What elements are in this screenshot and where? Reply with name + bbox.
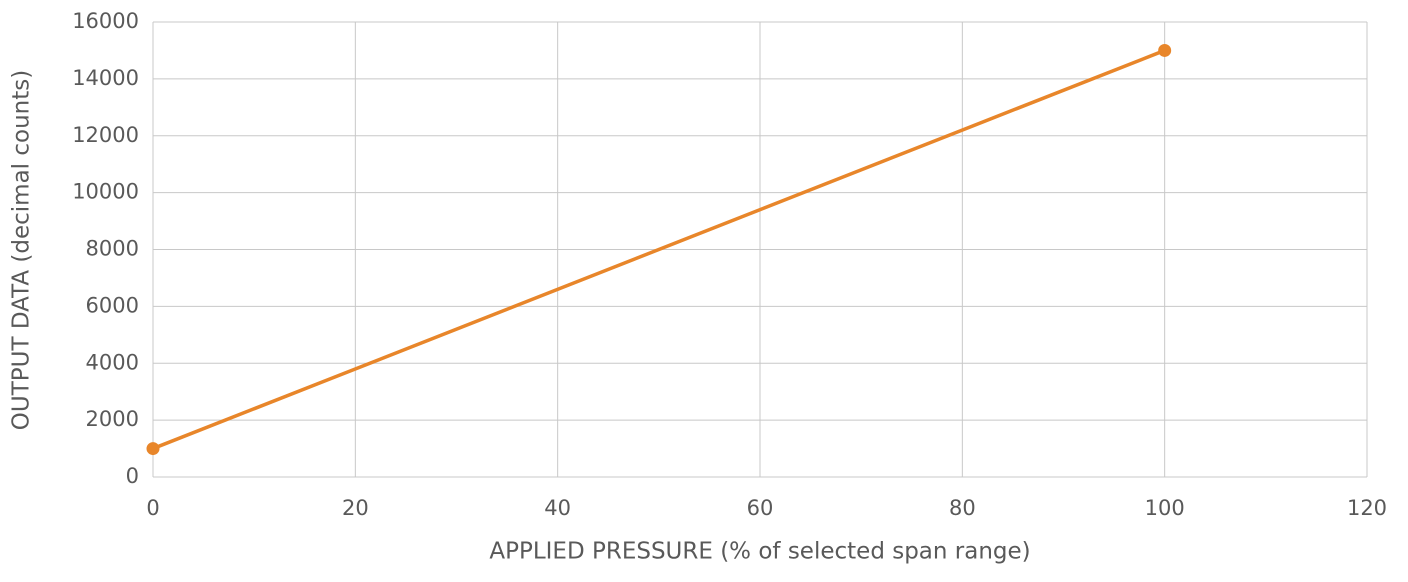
y-tick-label: 2000 [86, 407, 139, 431]
y-tick-label: 6000 [86, 293, 139, 317]
x-tick-label: 40 [544, 496, 571, 520]
data-point [146, 442, 160, 456]
y-tick-label: 16000 [72, 9, 139, 33]
y-tick-label: 8000 [86, 237, 139, 261]
y-tick-label: 10000 [72, 180, 139, 204]
y-tick-label: 0 [126, 464, 139, 488]
x-axis-label: APPLIED PRESSURE (% of selected span ran… [489, 539, 1030, 565]
x-tick-label: 120 [1347, 496, 1387, 520]
data-point [1158, 43, 1172, 57]
y-axis-label: OUTPUT DATA (decimal counts) [9, 70, 35, 430]
x-tick-label: 20 [342, 496, 369, 520]
y-tick-label: 4000 [86, 350, 139, 374]
x-tick-label: 60 [747, 496, 774, 520]
x-tick-label: 0 [146, 496, 159, 520]
data-line [152, 48, 1166, 451]
x-tick-label: 100 [1145, 496, 1185, 520]
x-tick-label: 80 [949, 496, 976, 520]
y-tick-label: 12000 [72, 123, 139, 147]
y-tick-label: 14000 [72, 66, 139, 90]
